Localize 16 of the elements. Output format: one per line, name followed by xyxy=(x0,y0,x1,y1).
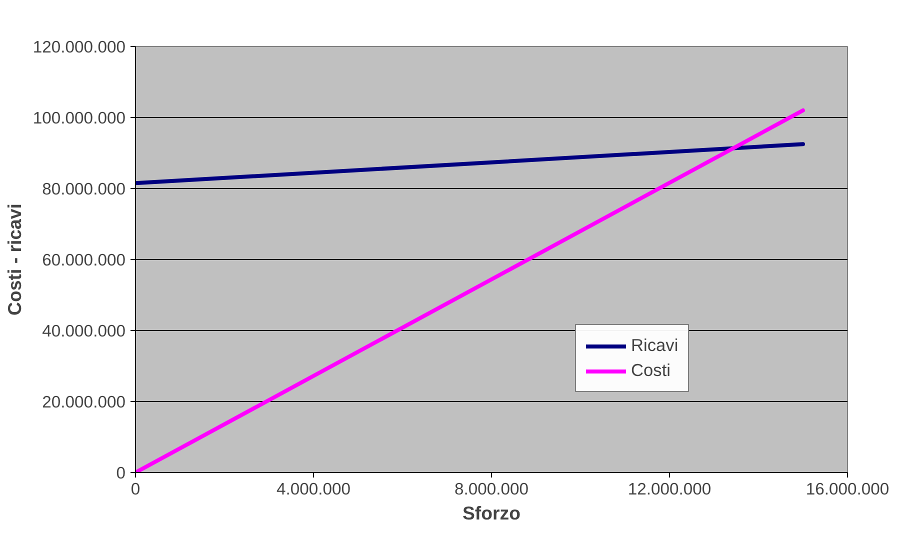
y-tick-label: 0 xyxy=(116,464,126,482)
y-tick-label: 100.000.000 xyxy=(32,108,126,128)
x-tick-label: 4.000.000 xyxy=(276,480,351,498)
legend-label: Costi xyxy=(631,360,670,381)
x-tick-label: 0 xyxy=(130,480,140,498)
x-tick-label: 16.000.000 xyxy=(806,480,890,498)
y-axis-title: Costi - ricavi xyxy=(4,204,25,316)
legend-label: Ricavi xyxy=(631,335,678,356)
y-tick-label: 120.000.000 xyxy=(32,38,126,56)
y-tick-label: 20.000.000 xyxy=(42,392,126,412)
y-tick-label: 80.000.000 xyxy=(42,180,126,198)
x-tick-label: 8.000.000 xyxy=(454,480,529,498)
x-axis-title: Sforzo xyxy=(462,502,521,524)
x-tick-label: 12.000.000 xyxy=(628,480,712,498)
y-tick-label: 40.000.000 xyxy=(42,322,126,340)
y-tick-label: 60.000.000 xyxy=(42,250,126,270)
